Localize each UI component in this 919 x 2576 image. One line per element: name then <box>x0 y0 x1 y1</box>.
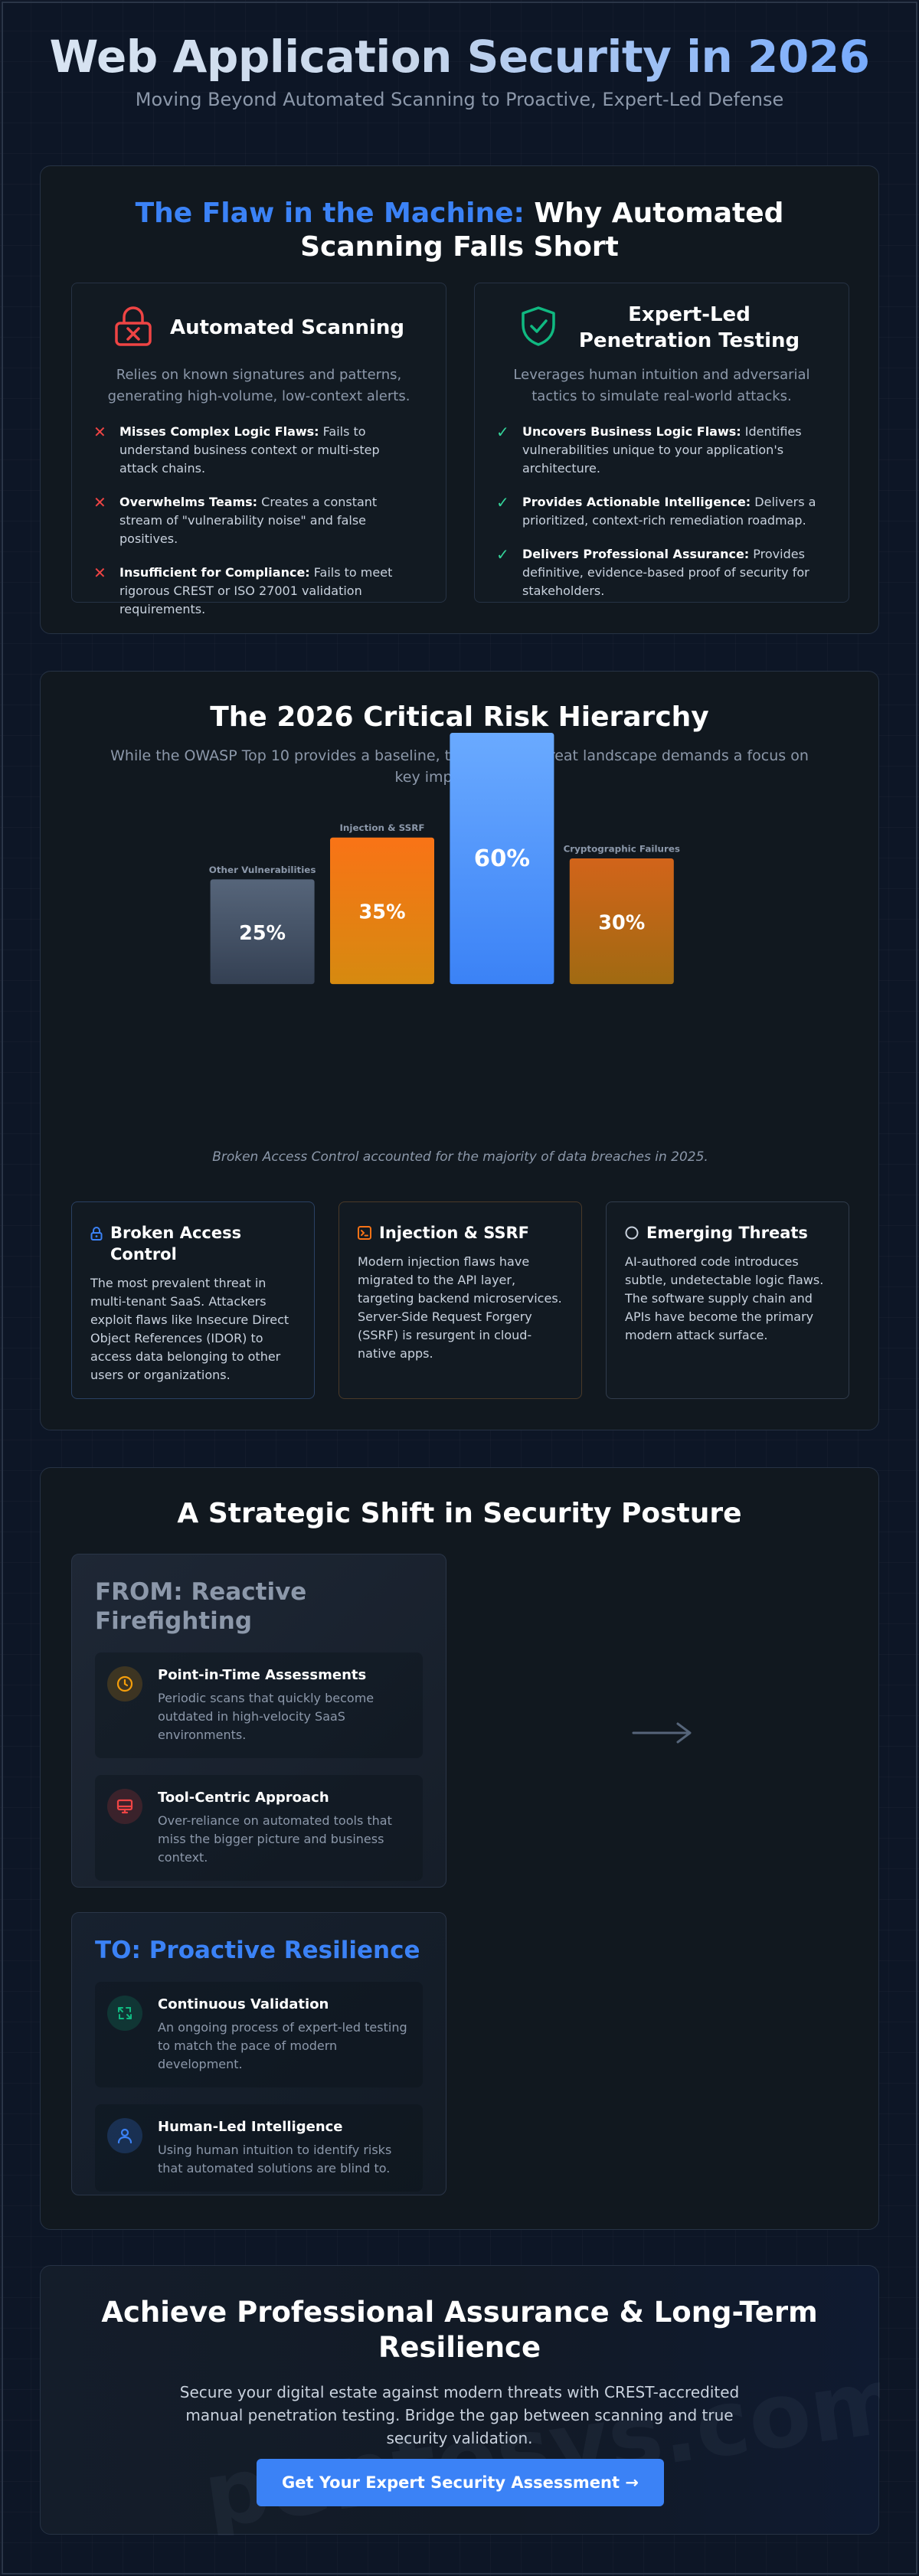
risk-card-body: The most prevalent threat in multi-tenan… <box>90 1276 289 1382</box>
cta-button[interactable]: Get Your Expert Security Assessment → <box>257 2459 664 2506</box>
chart-bar <box>569 858 674 985</box>
expert-bullet: ✓ Uncovers Business Logic Flaws: Identifi… <box>496 423 818 478</box>
page-subtitle: Moving Beyond Automated Scanning to Proa… <box>135 89 784 110</box>
monitor-icon <box>107 1789 142 1824</box>
risk-card-injection: Injection & SSRF Modern injection flaws … <box>338 1201 582 1399</box>
expert-pentest-description: Leverages human intuition and adversaria… <box>513 367 810 404</box>
expert-pentest-title: Expert-Led Penetration Testing <box>578 303 800 352</box>
chart-value-label: 25% <box>239 922 286 945</box>
item-desc: An ongoing process of expert-led testing… <box>158 2020 407 2071</box>
expert-pentest-card: Expert-Led Penetration Testing Leverages… <box>474 283 849 603</box>
x-icon: ✕ <box>93 423 106 441</box>
chart-bar <box>210 879 315 985</box>
risk-section: The 2026 Critical Risk Hierarchy While t… <box>40 671 879 1430</box>
page-title: Web Application Security in 2026 <box>0 31 919 83</box>
shift-section: A Strategic Shift in Security Posture FR… <box>40 1467 879 2230</box>
check-icon: ✓ <box>496 423 509 441</box>
risk-card-title: Emerging Threats <box>646 1224 808 1242</box>
chart-value-label: 35% <box>358 901 405 924</box>
clock-icon <box>107 1666 142 1702</box>
chart-value-label: 60% <box>474 845 530 872</box>
item-title: Tool-Centric Approach <box>158 1790 329 1806</box>
risk-card-title: Broken Access Control <box>110 1224 242 1263</box>
lock-x-icon <box>113 305 153 351</box>
to-item-human-led: Human-Led Intelligence Using human intui… <box>95 2104 423 2192</box>
arrow-right-icon <box>630 1718 695 1751</box>
flaw-title-rest: Why Automated Scanning Falls Short <box>300 198 784 263</box>
chart-value-label: 30% <box>598 911 645 934</box>
chart-category-label: Cryptographic Failures <box>564 844 680 855</box>
x-icon: ✕ <box>93 493 106 512</box>
flaw-section: The Flaw in the Machine: Why Automated S… <box>40 165 879 634</box>
chart-bar <box>330 837 434 985</box>
from-title: FROM: Reactive Firefighting <box>95 1578 307 1635</box>
risk-bar-chart: 25% Other Vulnerabilities 35% Injection & S… <box>209 733 680 985</box>
flaw-title: The Flaw in the Machine: Why Automated S… <box>41 197 878 264</box>
risk-card-title: Injection & SSRF <box>379 1224 530 1242</box>
risk-card-body: AI-authored code introduces subtle, unde… <box>625 1254 824 1342</box>
risk-card-emerging: Emerging Threats AI-authored code introd… <box>606 1201 849 1399</box>
automated-bullet: ✕ Insufficient for Compliance: Fails to m… <box>93 564 415 619</box>
automated-scanning-description: Relies on known signatures and patterns,… <box>107 367 410 404</box>
risk-card-body: Modern injection flaws have migrated to … <box>358 1254 562 1361</box>
shield-check-icon <box>519 306 558 350</box>
risk-title: The 2026 Critical Risk Hierarchy <box>210 701 709 733</box>
shift-title: A Strategic Shift in Security Posture <box>177 1498 742 1529</box>
chart-caption: Broken Access Control accounted for the … <box>212 1149 708 1165</box>
from-item-tool-centric: Tool-Centric Approach Over-reliance on a… <box>95 1775 423 1881</box>
to-item-continuous-validation: Continuous Validation An ongoing process… <box>95 1982 423 2087</box>
circle-icon <box>625 1226 639 1243</box>
cta-body: Secure your digital estate against moder… <box>179 2383 740 2447</box>
terminal-icon <box>358 1226 371 1243</box>
risk-card-broken-access: Broken Access Control The most prevalent… <box>71 1201 315 1399</box>
expert-bullet: ✓ Delivers Professional Assurance: Provid… <box>496 545 818 600</box>
chart-category-label: Other Vulnerabilities <box>209 865 316 875</box>
refresh-icon <box>107 1996 142 2031</box>
user-icon <box>107 2118 142 2153</box>
cta-title: Achieve Professional Assurance & Long-Te… <box>101 2296 818 2364</box>
to-title: TO: Proactive Resilience <box>95 1937 420 1964</box>
flaw-title-accent: The Flaw in the Machine: <box>135 198 525 229</box>
cta-section: pentesys.com Achieve Professional Assura… <box>40 2265 880 2535</box>
automated-scanning-card: Automated Scanning Relies on known signa… <box>71 283 446 616</box>
page-header: Web Application Security in 2026 Moving … <box>0 31 919 110</box>
automated-bullet: ✕ Overwhelms Teams: Creates a constant st… <box>93 493 415 548</box>
automated-bullet: ✕ Misses Complex Logic Flaws: Fails to un… <box>93 423 415 478</box>
chart-category-label: Injection & SSRF <box>340 822 425 833</box>
item-title: Continuous Validation <box>158 1996 329 2012</box>
from-panel: FROM: Reactive Firefighting Point-in-Tim… <box>71 1554 446 1888</box>
to-panel: TO: Proactive Resilience Continuous Vali… <box>71 1912 446 2195</box>
item-desc: Periodic scans that quickly become outda… <box>158 1691 374 1742</box>
expert-bullet: ✓ Provides Actionable Intelligence: Deliv… <box>496 493 818 530</box>
item-title: Human-Led Intelligence <box>158 2119 343 2135</box>
item-desc: Over-reliance on automated tools that mi… <box>158 1813 392 1865</box>
automated-scanning-title: Automated Scanning <box>169 316 405 339</box>
item-title: Point-in-Time Assessments <box>158 1667 367 1683</box>
chart-bar <box>450 733 554 985</box>
from-item-point-in-time: Point-in-Time Assessments Periodic scans… <box>95 1652 423 1758</box>
lock-icon <box>90 1227 103 1244</box>
x-icon: ✕ <box>93 564 106 582</box>
check-icon: ✓ <box>496 493 509 512</box>
check-icon: ✓ <box>496 545 509 564</box>
item-desc: Using human intuition to identify risks … <box>158 2143 392 2176</box>
